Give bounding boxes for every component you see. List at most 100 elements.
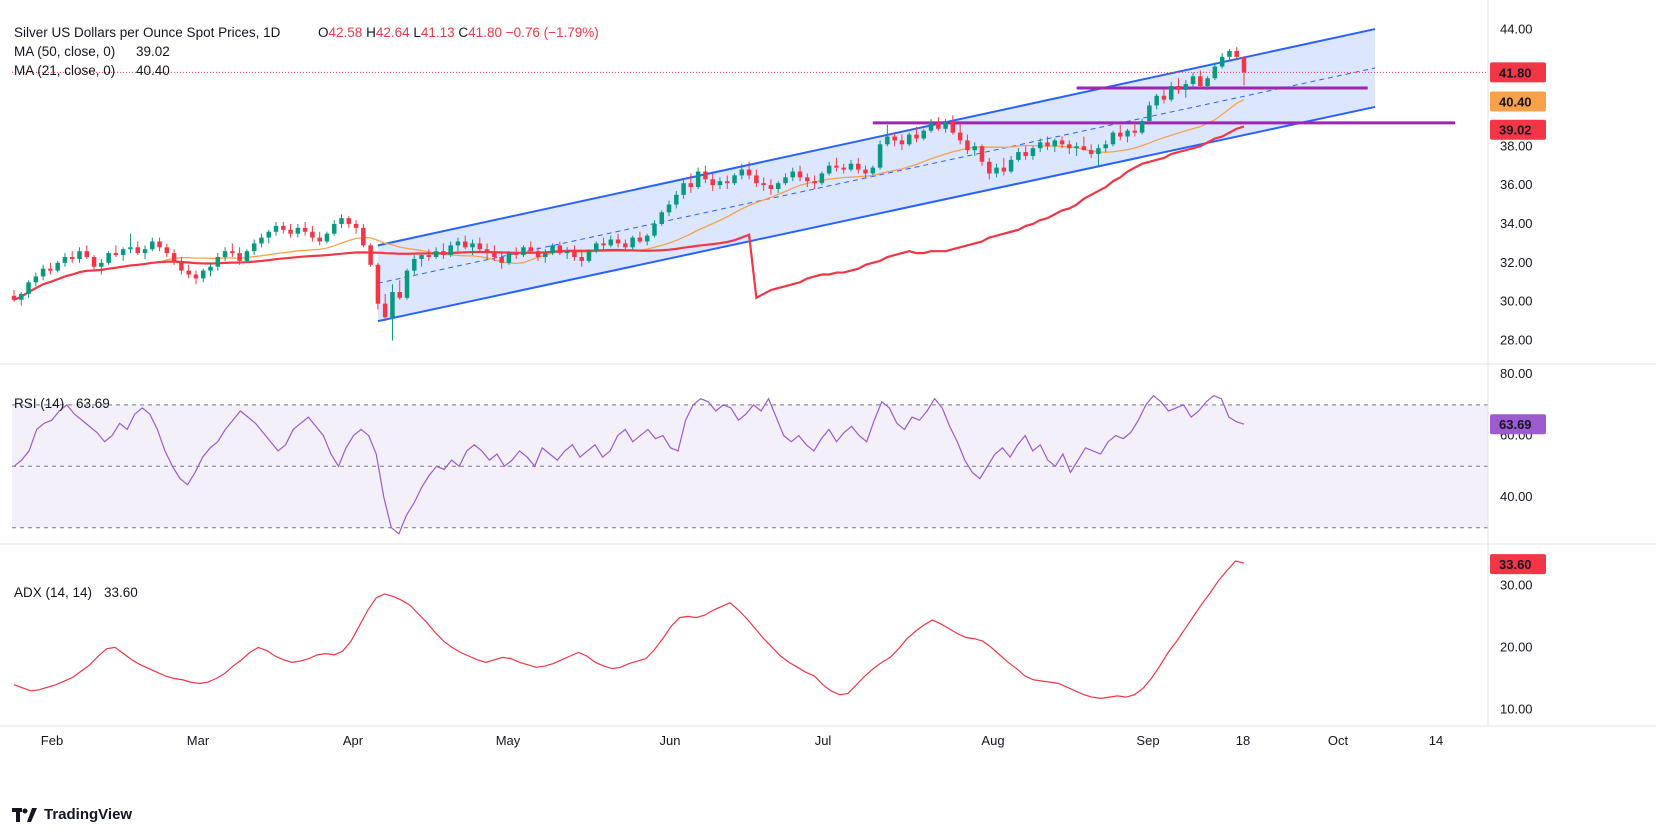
rsi-value-tag: 63.69 (1490, 414, 1546, 435)
candle-body (91, 257, 97, 267)
candle-body (215, 257, 221, 267)
candle (462, 235, 468, 250)
candle-body (441, 251, 446, 256)
candle (783, 173, 788, 186)
candle (1125, 128, 1130, 143)
candle-body (1183, 84, 1189, 90)
price-pane[interactable] (11, 28, 1488, 341)
candle-body (666, 204, 672, 213)
candle (1161, 87, 1167, 104)
candle (557, 241, 563, 256)
candle (120, 247, 126, 261)
candle-body (1154, 95, 1159, 106)
price-tick-label: 34.00 (1500, 216, 1533, 231)
candle-body (870, 167, 876, 174)
candle (1037, 138, 1043, 153)
time-tick-label: Mar (187, 733, 210, 748)
candle-body (346, 218, 352, 224)
candle (368, 243, 373, 267)
candle (1147, 101, 1152, 123)
candle-body (135, 247, 140, 254)
candle (40, 264, 46, 281)
time-axis[interactable]: Feb Mar Apr May Jun Jul Aug Sep 18 Oct 14 (41, 733, 1443, 748)
candle-body (732, 175, 737, 184)
candle (91, 255, 97, 271)
candle-body (186, 270, 191, 275)
candle-body (775, 183, 781, 189)
candle-body (273, 225, 279, 232)
rsi-legend: RSI (14) 63.69 (14, 396, 110, 411)
candle-body (113, 253, 119, 256)
candle-body (317, 237, 322, 242)
candle (644, 233, 650, 246)
candle-body (230, 251, 235, 254)
candle-body (193, 274, 199, 279)
candle (768, 179, 774, 195)
candle (62, 253, 68, 267)
candle-body (1088, 150, 1094, 155)
candle (492, 245, 497, 261)
candle (324, 231, 330, 244)
candle (215, 253, 221, 271)
candle-body (251, 243, 257, 252)
candle-body (703, 171, 708, 180)
ma50-value: 39.02 (136, 44, 170, 59)
candle (1110, 130, 1116, 147)
candle (48, 262, 53, 275)
candle-body (33, 276, 39, 283)
price-tick-label: 44.00 (1500, 22, 1533, 37)
candle-body (40, 268, 46, 277)
candle-body (848, 163, 854, 170)
adx-pane[interactable] (13, 560, 1245, 699)
candle (448, 241, 453, 258)
candle-body (1234, 51, 1239, 57)
candle-body (48, 268, 53, 271)
candle-body (426, 255, 432, 258)
candle (157, 237, 162, 252)
candle (797, 165, 803, 182)
price-tick-label: 30.00 (1500, 294, 1533, 309)
candle-body (1045, 142, 1050, 147)
adx-tick-label: 30.00 (1500, 577, 1533, 592)
brand-name: TradingView (44, 806, 133, 823)
candle-body (1059, 140, 1065, 145)
tradingview-brand[interactable]: TradingView (12, 806, 132, 823)
candle (972, 142, 977, 156)
candle-body (1023, 152, 1028, 156)
candle-body (746, 169, 752, 176)
candle-body (812, 181, 817, 184)
candle-body (885, 136, 890, 145)
candle (69, 251, 75, 263)
candle (382, 293, 388, 322)
candle (579, 251, 584, 267)
candle (506, 251, 512, 265)
price-tick-label: 28.00 (1500, 333, 1533, 348)
rsi-tick-label: 80.00 (1500, 366, 1533, 381)
candle (455, 237, 461, 252)
rsi-pane[interactable] (12, 394, 1488, 535)
candle-body (404, 270, 410, 298)
candle-body (987, 161, 992, 174)
candle-body (19, 293, 24, 300)
candle-body (55, 262, 60, 271)
candle (266, 229, 271, 244)
candle-body (906, 134, 912, 145)
candle-body (506, 253, 512, 263)
price-legend: Silver US Dollars per Ounce Spot Prices,… (14, 25, 599, 78)
last-price-tag: 41.80 (1490, 62, 1546, 83)
rsi-value: 63.69 (76, 396, 110, 411)
candle-body (557, 245, 563, 254)
candle-body (637, 237, 643, 242)
candle-body (179, 260, 184, 271)
candle (666, 200, 672, 217)
candle (652, 220, 657, 238)
candle (55, 260, 60, 273)
candle-body (979, 146, 985, 162)
candle (375, 262, 381, 310)
candle (877, 140, 883, 170)
candle (150, 237, 155, 252)
candle (819, 171, 825, 186)
candle-body (892, 136, 897, 141)
candle-body (630, 237, 635, 248)
